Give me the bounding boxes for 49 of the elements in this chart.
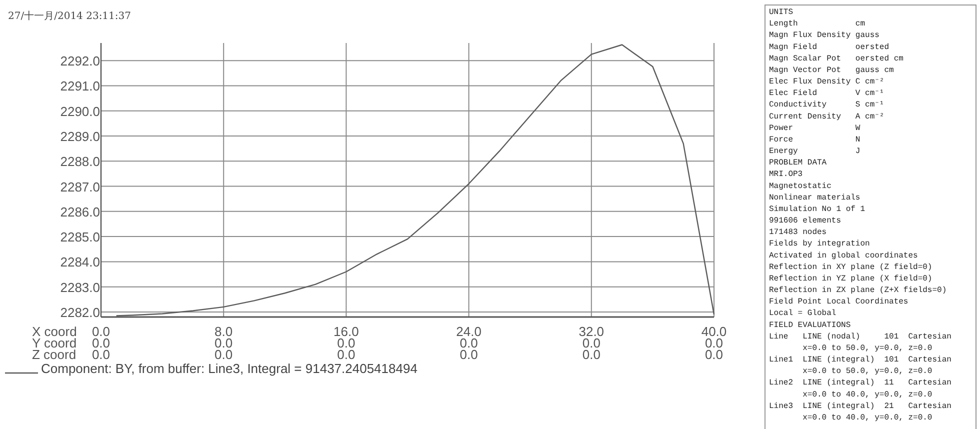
text: Conductivity S cm⁻¹ bbox=[769, 100, 884, 110]
text: x=0.0 to 50.0, y=0.0, z=0.0 bbox=[769, 367, 932, 376]
y-tick-label: 2288.0 bbox=[60, 154, 100, 170]
y-tick-label: 2282.0 bbox=[60, 304, 100, 320]
text: Fields by integration bbox=[769, 240, 870, 249]
text: FIELD EVALUATIONS bbox=[769, 320, 851, 330]
y-tick-label: 2290.0 bbox=[60, 104, 100, 119]
text: PROBLEM DATA bbox=[769, 158, 827, 168]
y-tick-label: 2285.0 bbox=[60, 230, 100, 245]
text: UNITS bbox=[769, 8, 794, 17]
text: Reflection in ZX plane (Z+X fields=0) bbox=[769, 286, 947, 295]
text: Reflection in YZ plane (X field=0) bbox=[769, 274, 932, 284]
text: Simulation No 1 of 1 bbox=[769, 204, 866, 214]
text: MRI.OP3 bbox=[769, 170, 803, 180]
text: Line2 LINE (integral) 11 Cartesian bbox=[769, 378, 952, 388]
text: Energy J bbox=[769, 147, 860, 156]
y-tick-label: 2292.0 bbox=[60, 54, 100, 69]
chart-title: 27/十一月/2014 23:11:37 bbox=[8, 10, 132, 22]
text: Local = Global bbox=[769, 309, 836, 318]
text: Force N bbox=[769, 135, 860, 144]
y-tick-label: 2291.0 bbox=[60, 78, 100, 94]
text: Length cm bbox=[769, 20, 866, 29]
text: Magnetostatic bbox=[769, 182, 832, 191]
text: Magn Scalar Pot oersted cm bbox=[769, 54, 904, 64]
text: Line3 LINE (integral) 21 Cartesian bbox=[769, 402, 952, 411]
text: Magn Vector Pot gauss cm bbox=[769, 66, 894, 75]
text: Reflection in XY plane (Z field=0) bbox=[769, 262, 932, 272]
text: x=0.0 to 40.0, y=0.0, z=0.0 bbox=[769, 390, 932, 400]
text: Activated in global coordinates bbox=[769, 251, 918, 260]
y-tick-label: 2287.0 bbox=[60, 179, 100, 194]
text: Elec Flux Density C cm⁻² bbox=[769, 78, 884, 86]
y-tick-label: 2286.0 bbox=[60, 204, 100, 220]
text: Power W bbox=[769, 124, 860, 133]
text: Line1 LINE (integral) 101 Cartesian bbox=[769, 356, 952, 364]
y-tick-label: 2289.0 bbox=[60, 129, 100, 144]
text: x=0.0 to 50.0, y=0.0, z=0.0 bbox=[769, 344, 932, 353]
text: Magn Field oersted bbox=[769, 42, 890, 52]
text: Elec Field V cm⁻¹ bbox=[769, 89, 884, 98]
text: Field Point Local Coordinates bbox=[769, 298, 908, 307]
text: 171483 nodes bbox=[769, 228, 827, 238]
text: Magn Flux Density gauss bbox=[769, 31, 880, 40]
text: Line LINE (nodal) 101 Cartesian bbox=[769, 332, 952, 342]
legend-label: Component: BY, from buffer: Line3, Integral = 91437.2405418494 bbox=[41, 361, 418, 376]
text: Nonlinear materials bbox=[769, 193, 860, 202]
text: 991606 elements bbox=[769, 216, 842, 226]
y-tick-label: 2284.0 bbox=[60, 254, 100, 270]
text: x=0.0 to 40.0, y=0.0, z=0.0 bbox=[769, 413, 932, 422]
text: Current Density A cm⁻² bbox=[769, 112, 884, 122]
y-tick-label: 2283.0 bbox=[60, 280, 100, 295]
